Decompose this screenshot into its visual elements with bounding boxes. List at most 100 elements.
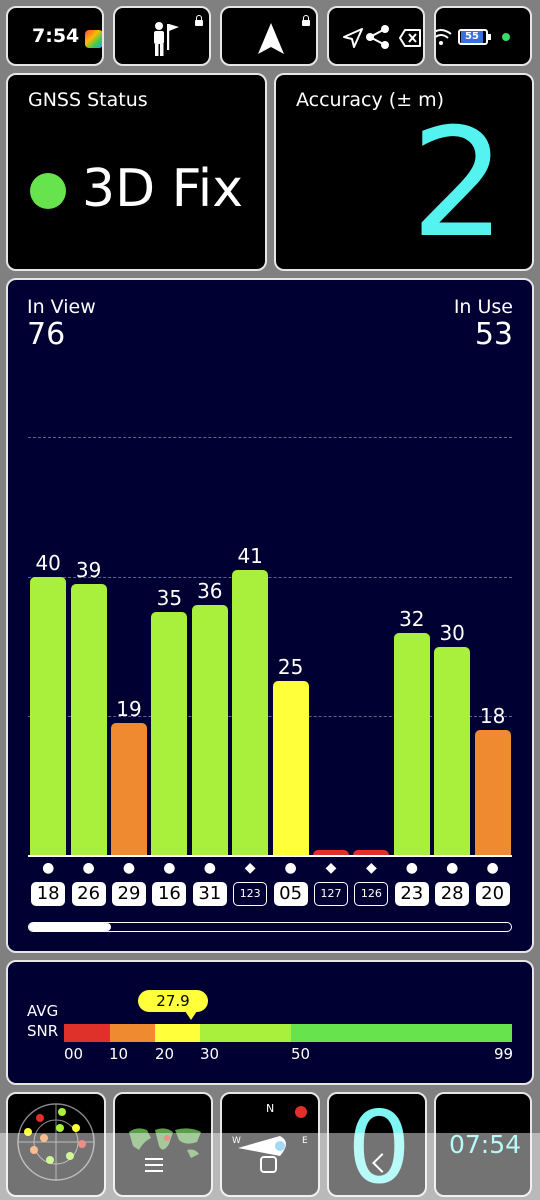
chart-baseline xyxy=(28,855,512,857)
grid-line xyxy=(28,437,512,438)
lock-icon xyxy=(302,15,310,26)
navigation-bar xyxy=(0,1133,540,1200)
constellation-symbol: ● xyxy=(405,860,418,876)
grid-line xyxy=(28,577,512,578)
snr-bar[interactable] xyxy=(232,570,269,855)
avg-snr-marker: 27.9 xyxy=(138,990,208,1012)
in-use-value: 53 xyxy=(474,317,513,352)
snr-bar-label: 41 xyxy=(237,544,263,569)
navigation-arrow-icon xyxy=(258,23,284,54)
snr-bar-label: 30 xyxy=(439,620,465,645)
active-dot-icon xyxy=(502,33,510,41)
snr-bar[interactable] xyxy=(474,729,511,855)
compass-marker-icon xyxy=(295,1106,307,1118)
fix-indicator-icon xyxy=(30,173,66,209)
status-time-tile[interactable]: 7:54 xyxy=(6,6,104,66)
compass-north-label: N xyxy=(266,1102,275,1115)
satellite-prn-label: 127 xyxy=(314,882,348,906)
sky-plot-icon xyxy=(17,1103,95,1181)
snr-label: SNR xyxy=(27,1022,59,1040)
snr-bar[interactable] xyxy=(70,583,107,855)
snr-tick: 20 xyxy=(155,1045,175,1063)
battery-tip xyxy=(488,34,491,40)
compass-needle-icon xyxy=(238,1136,286,1156)
navigation-tile[interactable] xyxy=(220,6,318,66)
constellation-symbol: ● xyxy=(82,860,95,876)
scrollbar-thumb[interactable] xyxy=(29,923,111,931)
fix-count-tile[interactable]: 0 xyxy=(327,1092,427,1197)
snr-scale-green xyxy=(291,1024,512,1042)
world-map-tile[interactable] xyxy=(113,1092,213,1197)
share-location-tile[interactable] xyxy=(327,6,425,66)
accuracy-value: 2 xyxy=(410,97,506,271)
satellite-prn-label: 23 xyxy=(394,882,429,906)
menu-button[interactable] xyxy=(145,1158,163,1172)
sky-view-tile[interactable] xyxy=(6,1092,106,1197)
avg-snr-pointer xyxy=(185,1011,197,1020)
satellite-prn-label: 29 xyxy=(112,882,146,906)
snr-scale-red xyxy=(64,1024,110,1042)
menu-icon xyxy=(145,1164,163,1166)
satellite-prn-label: 126 xyxy=(354,882,389,906)
location-arrow-icon xyxy=(343,28,363,48)
snr-bar[interactable] xyxy=(353,850,390,855)
snr-tick: 50 xyxy=(291,1045,311,1063)
satellite-prn-label: 28 xyxy=(435,882,470,906)
snr-bar[interactable] xyxy=(393,632,430,855)
gnss-fix-value: 3D Fix xyxy=(82,159,244,219)
satellite-prn-label: 18 xyxy=(31,882,66,906)
snr-tick: 00 xyxy=(64,1045,84,1063)
snr-bar[interactable] xyxy=(434,646,471,855)
in-use-label: In Use xyxy=(453,296,513,318)
clock-value: 07:54 xyxy=(448,1130,522,1159)
snr-bar-label: 35 xyxy=(156,585,183,610)
snr-tick: 10 xyxy=(109,1045,129,1063)
constellation-symbol: ● xyxy=(446,860,459,876)
satellite-prn-label: 20 xyxy=(475,882,510,906)
world-map-icon xyxy=(129,1128,201,1158)
snr-tick: 99 xyxy=(494,1045,514,1063)
snr-bar-label: 32 xyxy=(399,606,425,631)
clock-tile[interactable]: 07:54 xyxy=(434,1092,532,1197)
in-view-label: In View xyxy=(27,296,96,318)
accuracy-card[interactable]: Accuracy (± m) 2 xyxy=(274,73,534,271)
satellite-prn-label: 16 xyxy=(152,882,187,906)
compass-east-label: E xyxy=(302,1136,308,1146)
compass-tile[interactable]: N W E xyxy=(220,1092,320,1197)
satellite-prn-label: 26 xyxy=(71,882,106,906)
snr-bar[interactable] xyxy=(111,722,147,855)
constellation-symbol: ● xyxy=(486,860,499,876)
share-icon xyxy=(366,25,389,49)
constellation-symbol: ◆ xyxy=(325,860,337,876)
constellation-symbol: ● xyxy=(203,860,216,876)
fix-count-value: 0 xyxy=(347,1092,411,1197)
home-button[interactable] xyxy=(260,1156,277,1173)
snr-bar[interactable] xyxy=(30,577,67,855)
snr-bar-label: 36 xyxy=(197,578,223,603)
gnss-status-title: GNSS Status xyxy=(28,89,148,111)
snr-scale-yellow xyxy=(155,1024,200,1042)
snr-bar-label: 25 xyxy=(277,655,304,680)
walking-flag-icon xyxy=(154,22,179,56)
chart-scrollbar[interactable] xyxy=(28,922,512,932)
battery-icon: 55 xyxy=(458,29,488,45)
gnss-status-card[interactable]: GNSS Status 3D Fix xyxy=(6,73,267,271)
snr-bar[interactable] xyxy=(313,850,349,855)
satellite-prn-label: 05 xyxy=(273,882,308,906)
snr-bar[interactable] xyxy=(272,681,309,855)
battery-level: 55 xyxy=(461,31,483,43)
avg-label: AVG xyxy=(27,1002,59,1020)
mode-walking-tile[interactable] xyxy=(113,6,211,66)
constellation-symbol: ◆ xyxy=(244,860,256,876)
snr-bar[interactable] xyxy=(151,611,188,855)
compass-west-label: W xyxy=(232,1136,241,1146)
satellite-prn-label: 31 xyxy=(192,882,227,906)
snr-scale-yellowgreen xyxy=(200,1024,291,1042)
satellite-prn-label: 123 xyxy=(233,882,268,906)
snr-tick: 30 xyxy=(200,1045,220,1063)
system-status-tile[interactable]: 55 xyxy=(434,6,532,66)
app-icon xyxy=(85,30,102,48)
snr-bar-label: 39 xyxy=(75,557,102,582)
constellation-symbol: ● xyxy=(122,860,136,876)
snr-bar[interactable] xyxy=(191,604,228,855)
